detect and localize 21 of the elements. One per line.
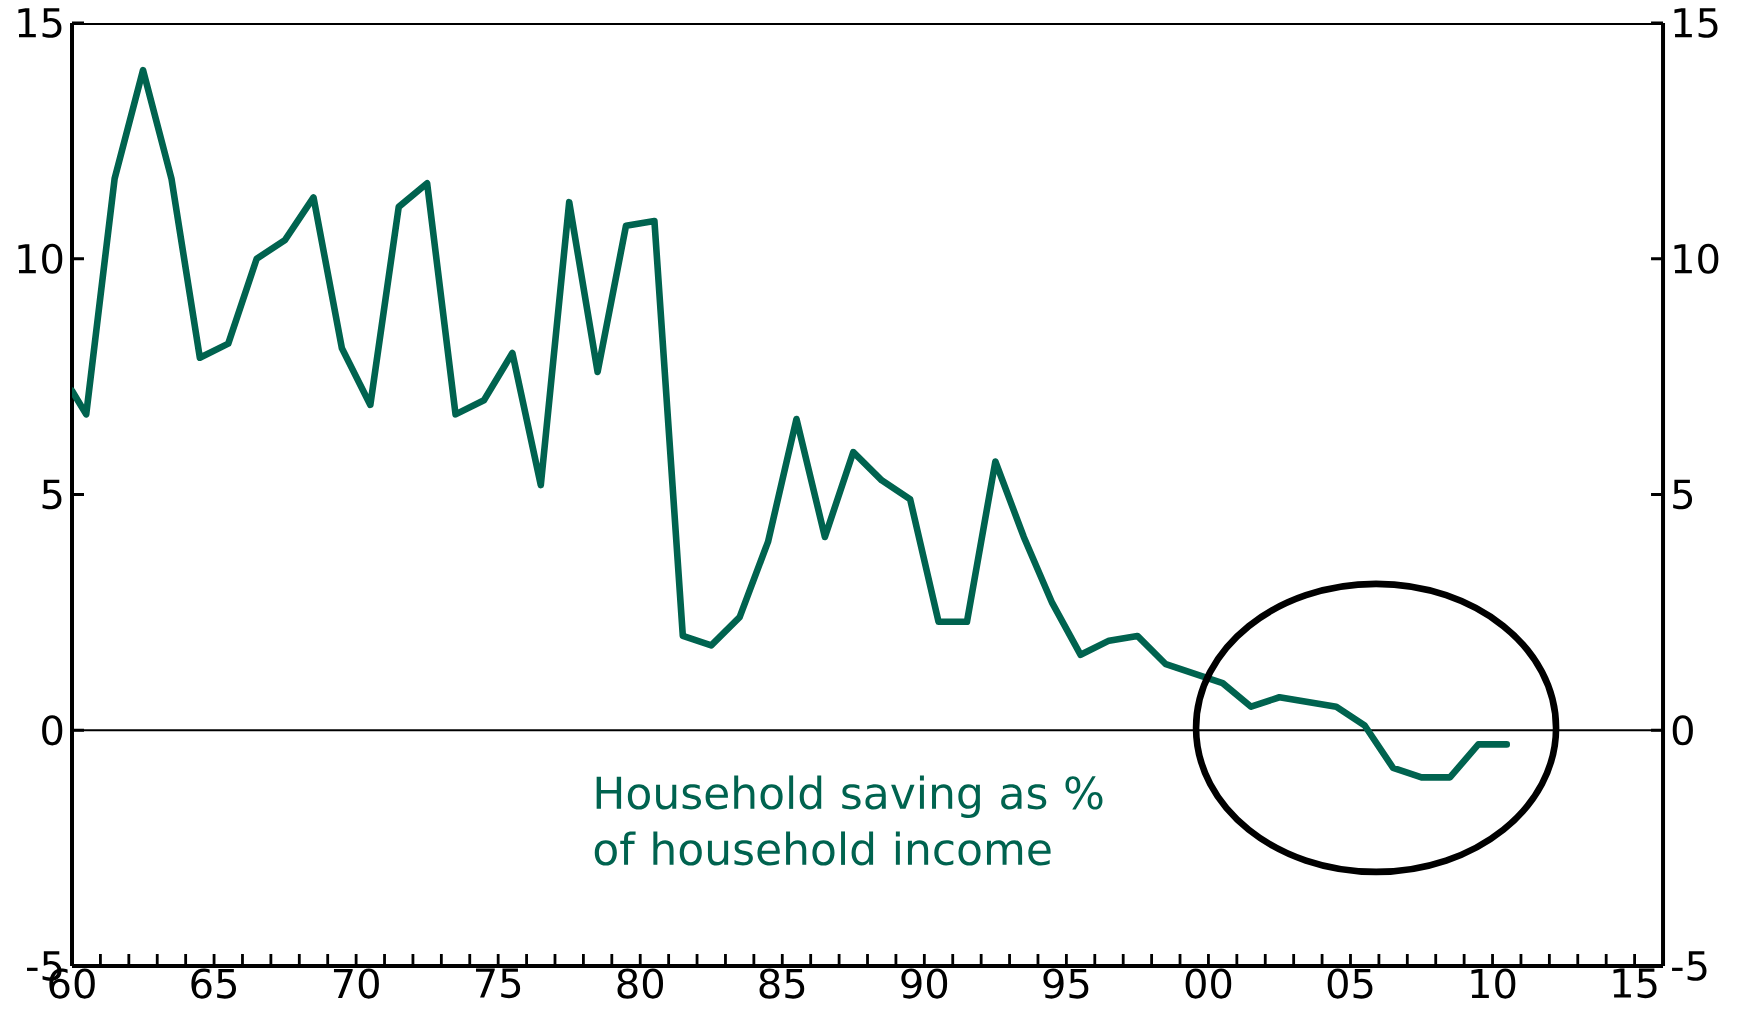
- y-tick-label: 0: [42, 715, 63, 746]
- x-tick-label: 15: [1613, 968, 1657, 999]
- x-tick-label: 90: [901, 968, 948, 999]
- x-tick-label: 75: [476, 968, 521, 999]
- x-tick-label: 80: [617, 968, 664, 999]
- y2-tick-label: 0: [1672, 715, 1693, 746]
- x-tick-label: 10: [1471, 968, 1516, 999]
- y2-tick-label: 15: [1674, 8, 1718, 38]
- x-tick-label: 85: [759, 968, 805, 999]
- x-tick-label: 00: [1185, 968, 1232, 999]
- x-tick-label: 65: [191, 968, 237, 999]
- x-tick-label: 05: [1327, 968, 1373, 999]
- y-tick-label: 10: [18, 243, 63, 274]
- y2-tick-label: 10: [1674, 243, 1719, 274]
- x-tick-label: 95: [1043, 968, 1089, 999]
- annotation: Household saving as % of household income: [594, 775, 1103, 866]
- y2-tick-label: 5: [1673, 479, 1693, 510]
- y-tick-label: 5: [42, 479, 62, 510]
- x-tick-label: 70: [333, 968, 379, 999]
- y-tick-label: 15: [18, 8, 62, 38]
- y2-tick-label: -5: [1672, 951, 1707, 981]
